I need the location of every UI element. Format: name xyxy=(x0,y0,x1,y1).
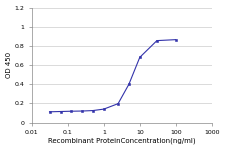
X-axis label: Recombinant ProteinConcentration(ng/ml): Recombinant ProteinConcentration(ng/ml) xyxy=(48,138,196,144)
Y-axis label: OD 450: OD 450 xyxy=(6,52,11,78)
